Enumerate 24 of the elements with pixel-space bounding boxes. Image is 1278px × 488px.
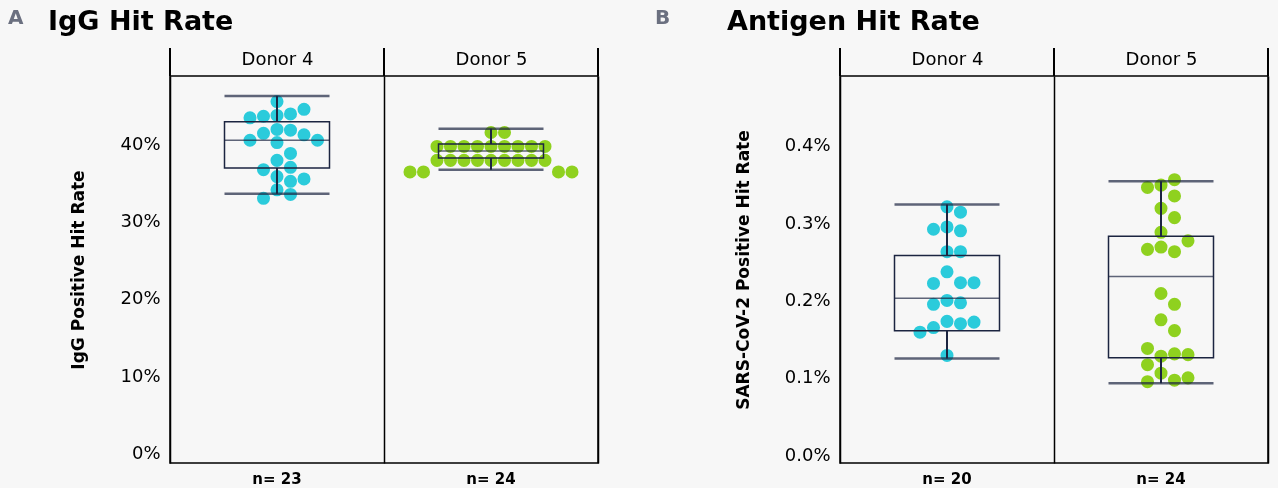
y-tick-label: 10% [120,364,161,386]
y-axis-title: IgG Positive Hit Rate [68,170,89,370]
y-tick-label: 0.4% [784,134,831,156]
y-tick-label: 0.3% [784,211,831,233]
y-tick-label: 0.0% [784,443,831,465]
text: n= 24 [1136,470,1186,488]
y-tick-label: 0% [131,442,161,464]
y-tick-label: 0.1% [784,366,831,388]
y-axis-title: SARS-CoV-2 Positive Hit Rate [732,130,753,410]
text: n= 23 [252,470,302,488]
text: A [8,5,24,29]
text: n= 20 [922,470,972,488]
chart-title: Antigen Hit Rate [727,5,980,36]
y-tick-label: 20% [120,287,161,309]
text: B [655,5,671,29]
chart-title: IgG Hit Rate [48,5,234,36]
y-tick-label: 40% [120,132,161,154]
x-tick-label: Donor 5 [1125,47,1198,69]
y-tick-label: 0.2% [784,288,831,310]
y-tick-label: 30% [120,210,161,232]
x-tick-label: Donor 4 [241,47,314,69]
text: n= 24 [466,470,516,488]
x-tick-label: Donor 4 [911,47,984,69]
x-tick-label: Donor 5 [455,47,528,69]
